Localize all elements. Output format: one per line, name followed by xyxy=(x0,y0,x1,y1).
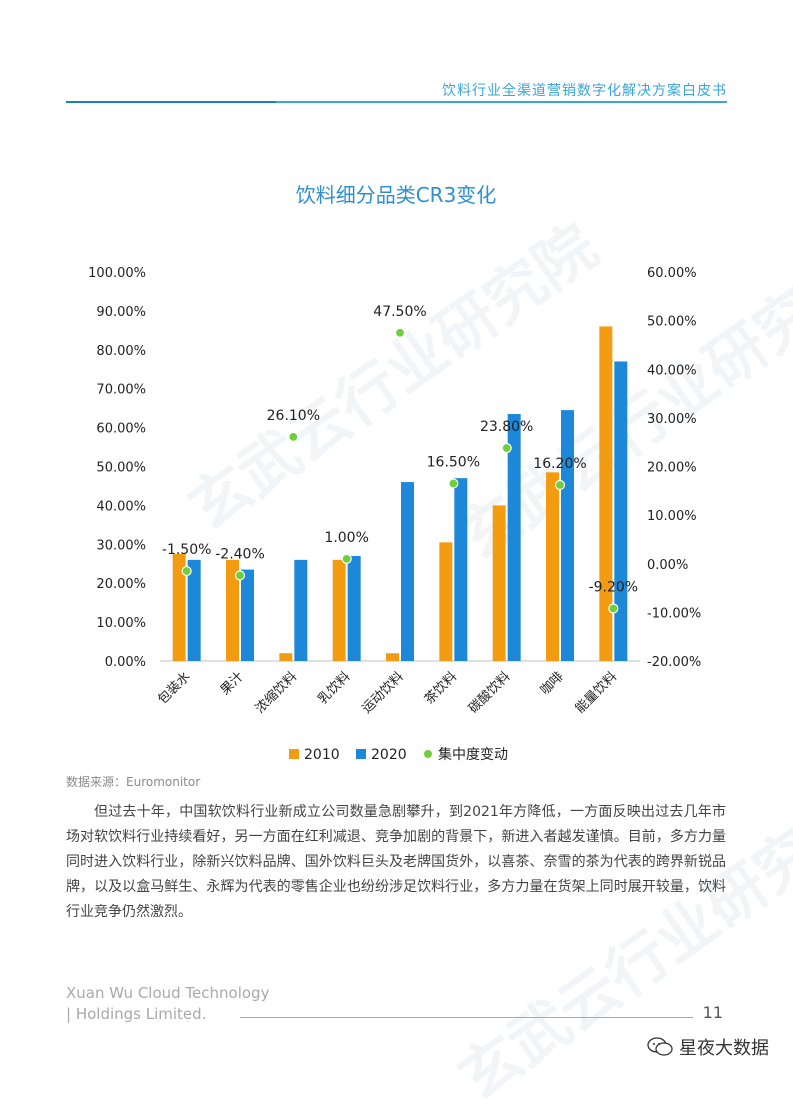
right-axis-tick-label: 50.00% xyxy=(647,315,697,330)
change-point xyxy=(181,565,192,577)
bar-2020 xyxy=(454,478,468,661)
left-axis-tick-label: 30.00% xyxy=(96,538,146,553)
company-name-line1: Xuan Wu Cloud Technology xyxy=(66,984,270,1002)
right-axis-tick-label: 30.00% xyxy=(647,412,697,427)
legend-marker xyxy=(424,750,432,758)
bar-2020 xyxy=(294,559,308,661)
right-axis-tick-label: 20.00% xyxy=(647,461,697,476)
company-name-line2: | Holdings Limited. xyxy=(66,1005,207,1023)
category-label: 乳饮料 xyxy=(315,669,353,707)
legend-marker xyxy=(356,749,366,759)
change-point xyxy=(448,478,459,489)
brand-badge: 星夜大数据 xyxy=(647,1034,769,1060)
right-axis-tick-label: 0.00% xyxy=(647,558,688,573)
category-label: 碳酸饮料 xyxy=(466,669,513,716)
change-point xyxy=(501,442,512,454)
change-data-label: 47.50% xyxy=(373,304,426,320)
body-paragraph: 但过去十年，中国软饮料行业新成立公司数量急剧攀升，到2021年方降低，一方面反映… xyxy=(66,804,726,920)
chart: 饮料细分品类CR3变化 0.00% 10.00% 20.00% 30.00% 40.00%… xyxy=(88,183,701,763)
change-data-label: 26.10% xyxy=(267,408,320,424)
bar-2020 xyxy=(614,361,628,661)
change-point xyxy=(234,570,246,581)
change-point xyxy=(554,479,566,491)
footer-company: Xuan Wu Cloud Technology | Holdings Limi… xyxy=(66,983,269,1025)
left-axis-tick-label: 90.00% xyxy=(96,305,146,320)
change-point xyxy=(394,327,406,338)
left-axis-tick-label: 50.00% xyxy=(96,461,146,476)
left-axis-tick-label: 0.00% xyxy=(105,655,146,670)
change-data-label: -2.40% xyxy=(215,546,265,562)
bar-2010 xyxy=(226,559,239,661)
change-data-label: 16.20% xyxy=(533,456,586,472)
left-axis-tick-label: 80.00% xyxy=(96,344,146,359)
category-label: 茶饮料 xyxy=(421,669,460,708)
change-data-label: 23.80% xyxy=(480,419,533,435)
legend-label: 集中度变动 xyxy=(438,746,508,763)
category-label: 浓缩饮料 xyxy=(252,669,300,717)
bar-2010 xyxy=(279,653,293,661)
page-number: 11 xyxy=(702,1003,723,1022)
legend-marker xyxy=(289,749,299,759)
right-axis-tick-label: 10.00% xyxy=(647,509,697,524)
left-axis-tick-label: 20.00% xyxy=(96,577,146,592)
header-title: 饮料行业全渠道营销数字化解决方案白皮书 xyxy=(442,83,727,99)
change-point xyxy=(608,603,619,614)
right-axis-tick-label: -20.00% xyxy=(647,655,701,670)
bar-2020 xyxy=(347,555,361,661)
bar-2020 xyxy=(187,559,201,661)
bar-2020 xyxy=(241,569,254,661)
bar-2010 xyxy=(172,554,186,661)
left-axis-tick-label: 40.00% xyxy=(96,499,146,514)
legend-label: 2020 xyxy=(371,747,407,763)
category-label: 包装水 xyxy=(155,669,193,707)
header-rule-accent xyxy=(66,101,276,103)
left-axis-tick-label: 60.00% xyxy=(96,422,146,437)
bar-2010 xyxy=(439,542,453,661)
change-point xyxy=(341,553,352,564)
left-axis-tick-label: 70.00% xyxy=(96,383,146,398)
bar-2010 xyxy=(386,653,399,661)
bar-2020 xyxy=(401,482,414,661)
change-data-label: -9.20% xyxy=(589,579,639,595)
brand-name: 星夜大数据 xyxy=(679,1038,769,1059)
right-axis-tick-label: 40.00% xyxy=(647,363,697,378)
change-point xyxy=(288,431,299,442)
right-axis-tick-label: -10.00% xyxy=(647,606,701,621)
bar-2010 xyxy=(332,559,346,661)
category-label: 运动饮料 xyxy=(359,669,406,716)
bar-2010 xyxy=(599,326,613,661)
footer-rule xyxy=(240,1017,693,1018)
change-data-label: 1.00% xyxy=(324,530,368,546)
left-axis-tick-label: 100.00% xyxy=(88,266,146,281)
right-axis-tick-label: 60.00% xyxy=(647,266,697,281)
bar-2010 xyxy=(492,505,506,661)
legend-label: 2010 xyxy=(304,747,340,763)
category-label: 能量饮料 xyxy=(573,669,620,716)
chart-title: 饮料细分品类CR3变化 xyxy=(296,183,497,207)
bar-2020 xyxy=(561,410,574,661)
left-axis-tick-label: 10.00% xyxy=(96,616,146,631)
category-label: 果汁 xyxy=(218,669,247,698)
wechat-icon xyxy=(647,1037,673,1056)
bar-2010 xyxy=(546,472,559,661)
header-rule xyxy=(66,101,727,103)
change-data-label: 16.50% xyxy=(427,455,480,471)
change-data-label: -1.50% xyxy=(162,542,212,558)
category-label: 咖啡 xyxy=(538,669,567,698)
data-source: 数据来源：Euromonitor xyxy=(66,775,201,789)
bar-2020 xyxy=(507,413,521,661)
